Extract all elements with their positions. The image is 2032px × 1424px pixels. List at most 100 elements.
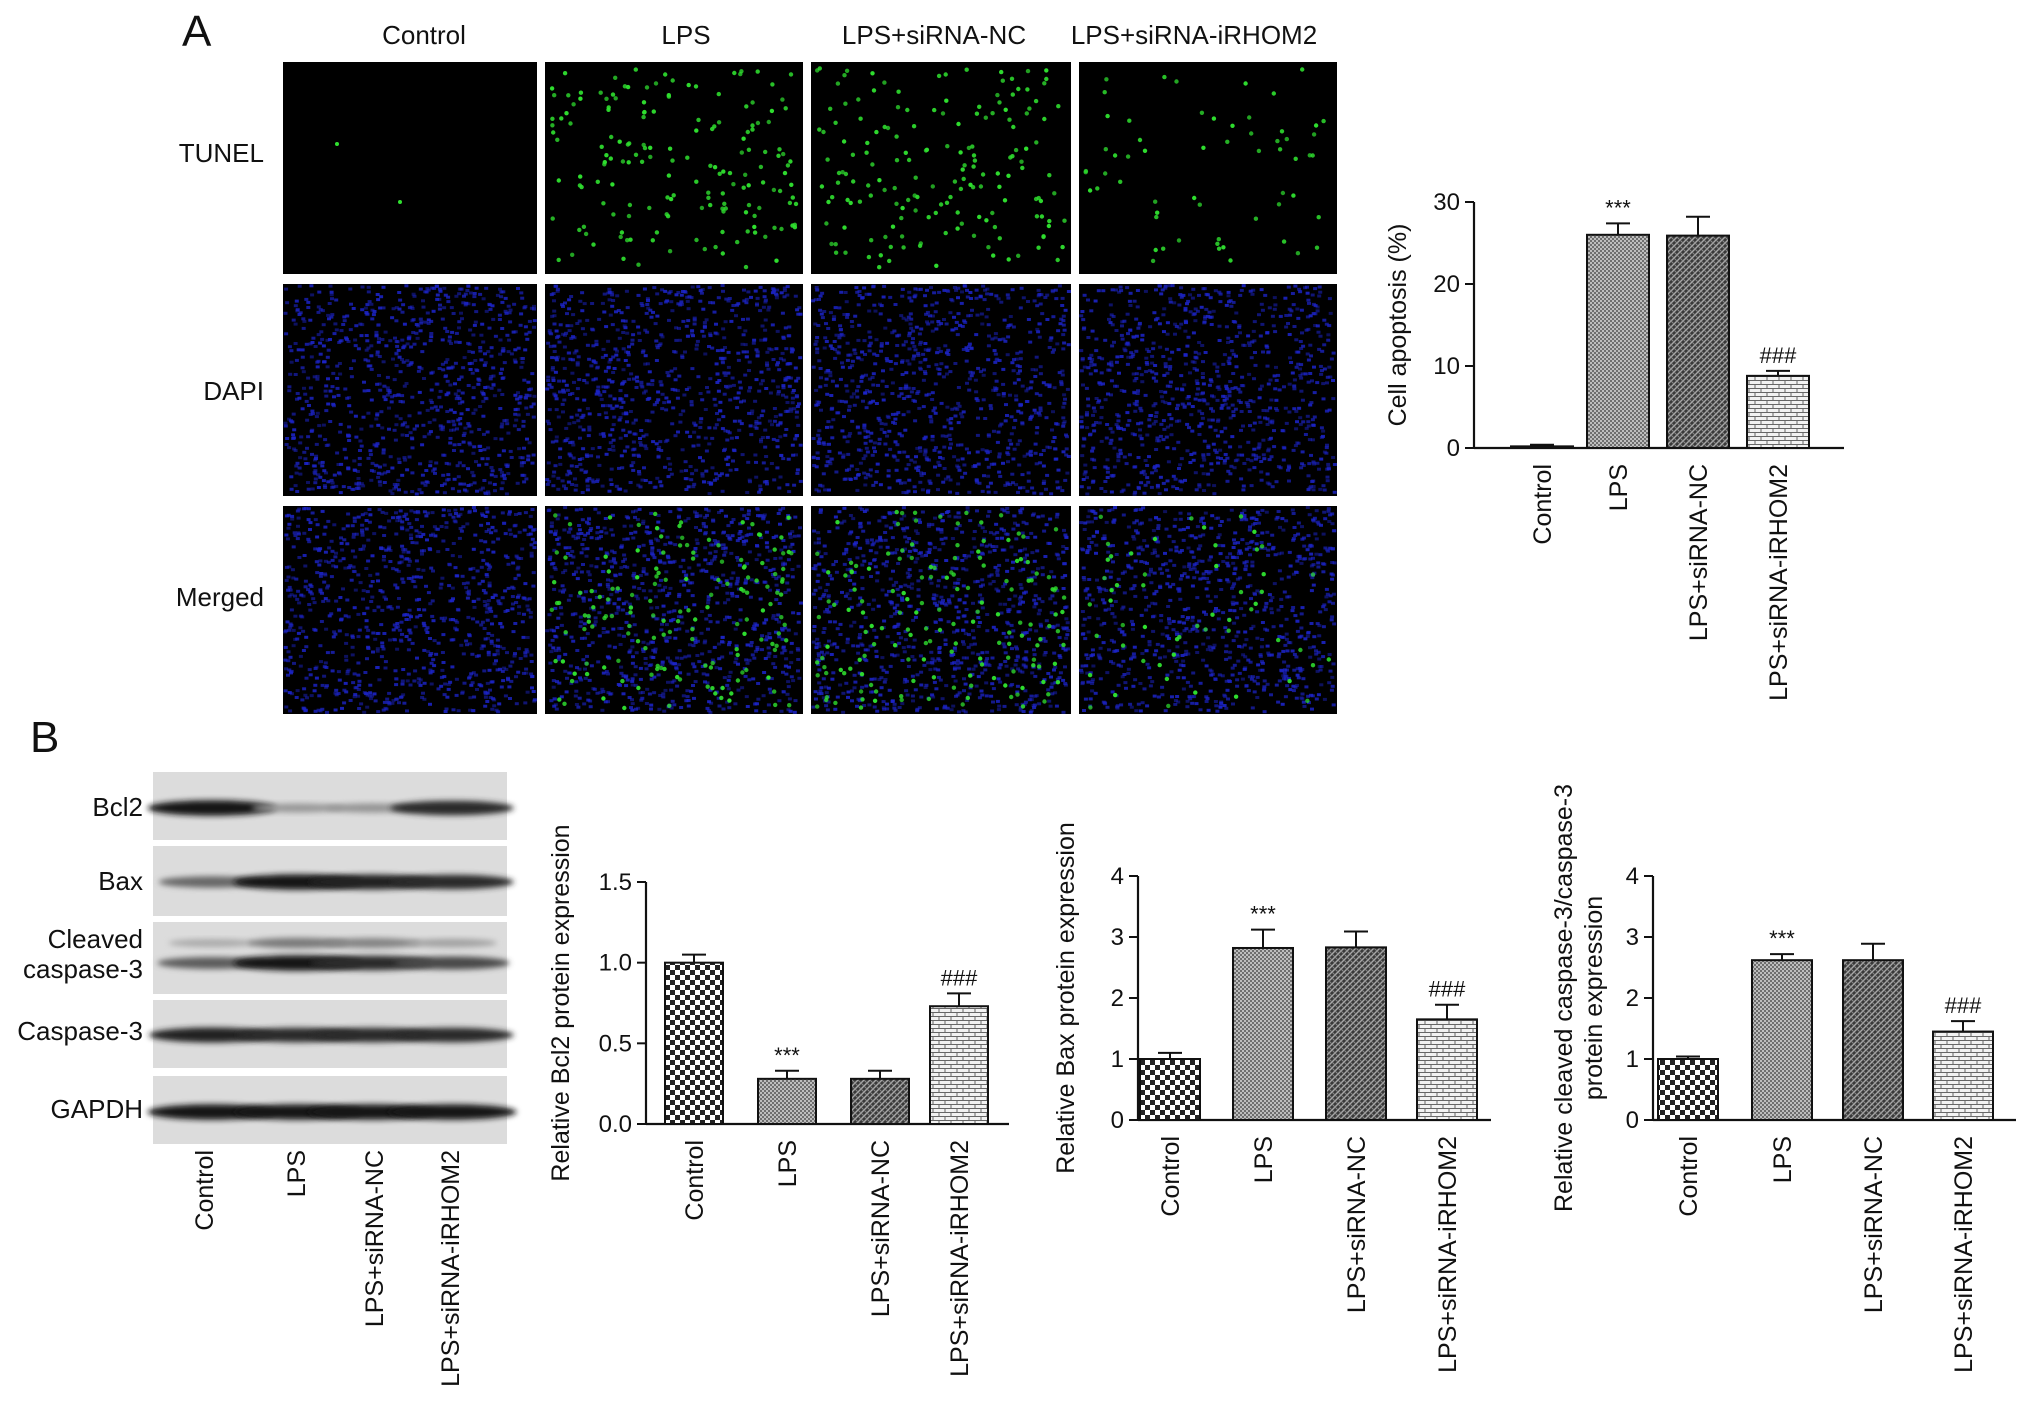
significance-lps: *** [1769,926,1795,951]
y-tick-label: 20 [1433,271,1460,298]
chart-bax: 0 1 2 3 4 Relative Bax protein expression Cont… [1052,822,1491,1373]
wb-lane-labels: Control LPS LPS+siRNA-NC LPS+siRNA-iRHOM… [191,1150,465,1387]
micro-image-merged-lps-sirna-irhom2 [1079,506,1337,714]
wb-label-caspase-3: Caspase-3 [17,1016,143,1046]
y-tick-label: 0.0 [599,1111,632,1138]
wb-band-caspase-3-lane-1 [148,1027,276,1043]
bar-control [664,961,724,1126]
x-tick-label-lps: LPS [1605,464,1633,511]
wb-strip-bax [153,846,514,916]
panel-label-b: B [30,713,59,762]
significance-lps-sirna-irhom2: ### [1760,343,1797,368]
wb-band-bcl2-lane-1 [147,800,277,816]
wb-band-cleaved-caspase-3-lane-2 [247,937,349,949]
wb-band-cleaved-caspase-3-lane-1 [168,939,256,947]
x-tick-label-lps: LPS [774,1140,802,1187]
micro-image-dapi-control [283,284,537,496]
wb-strip-gapdh [147,1076,517,1144]
wb-strip-cleaved-caspase-3 [153,922,510,994]
y-tick-label: 3 [1111,924,1124,951]
micro-row-merged: Merged [176,582,264,612]
y-tick-label: 1.0 [599,950,632,977]
y-tick-label: 0.5 [599,1030,632,1057]
micro-col-lps: LPS [661,20,710,50]
micro-image-tunel-lps [545,62,803,274]
bar-lps [1232,946,1294,1121]
bar-lps [1751,959,1813,1121]
bar-lps-sirna-nc [1666,234,1730,449]
wb-band-cleaved-caspase-3-lane-4 [394,956,510,970]
x-tick-label-lps-sirna-nc: LPS+siRNA-NC [1343,1136,1371,1313]
y-tick-label: 1 [1111,1046,1124,1073]
wb-label-bcl2: Bcl2 [92,792,143,822]
y-tick-label: 4 [1626,863,1639,890]
wb-band-bcl2-lane-2 [251,803,345,813]
bar-control [1510,445,1574,449]
significance-lps-sirna-irhom2: ### [1945,993,1982,1018]
y-tick-label: 0 [1111,1107,1124,1134]
bar-lps-sirna-irhom2 [1416,1018,1478,1121]
x-tick-label-lps: LPS [1769,1136,1797,1183]
x-tick-label-lps: LPS [1250,1136,1278,1183]
y-axis-label: Relative Bcl2 protein expression [547,824,575,1181]
bar-lps-sirna-irhom2 [929,1005,989,1126]
western-blot: Bcl2 Bax Cleaved caspase-3 Caspase-3 GAPD… [17,772,517,1387]
micro-image-merged-control [283,506,537,714]
significance-lps: *** [774,1043,800,1068]
micro-image-dapi-lps-sirna-irhom2 [1079,284,1337,496]
y-tick-label: 0 [1447,435,1460,462]
wb-band-bax-lane-4 [390,874,514,890]
bar-lps-sirna-irhom2 [1932,1030,1994,1122]
wb-lane-lps: LPS [283,1150,311,1197]
y-tick-label: 1 [1626,1046,1639,1073]
y-tick-label: 2 [1626,985,1639,1012]
significance-lps-sirna-irhom2: ### [941,965,978,990]
wb-label-bax: Bax [98,866,143,896]
x-tick-label-control: Control [1529,464,1557,545]
x-tick-label-lps-sirna-irhom2: LPS+siRNA-iRHOM2 [946,1140,974,1377]
significance-lps: *** [1605,195,1631,220]
x-tick-label-lps-sirna-irhom2: LPS+siRNA-iRHOM2 [1765,464,1793,701]
x-tick-label-control: Control [1675,1136,1703,1217]
micro-image-merged-lps [545,506,803,714]
wb-band-bcl2-lane-4 [390,800,514,816]
x-tick-label-lps-sirna-nc: LPS+siRNA-NC [1685,464,1713,641]
micro-col-control: Control [382,20,466,50]
bar-control [1657,1058,1719,1121]
micro-image-dapi-lps [545,284,803,496]
micro-row-labels: TUNEL DAPI Merged [176,138,264,612]
bar-lps [757,1077,817,1125]
y-tick-label: 30 [1433,189,1460,216]
micro-row-dapi: DAPI [203,376,264,406]
y-tick-label: 10 [1433,353,1460,380]
wb-band-cleaved-caspase-3-lane-4 [407,938,497,948]
y-tick-label: 3 [1626,924,1639,951]
bar-lps-sirna-nc [850,1077,910,1125]
wb-lane-lps-sirna-irhom2: LPS+siRNA-iRHOM2 [437,1150,465,1387]
wb-band-labels: Bcl2 Bax Cleaved caspase-3 Caspase-3 GAPD… [17,792,143,1124]
x-tick-label-control: Control [681,1140,709,1221]
micro-image-tunel-control [283,62,537,274]
micro-image-grid [283,62,1337,714]
y-tick-label: 0 [1626,1107,1639,1134]
bar-lps-sirna-nc [1842,959,1904,1121]
y-tick-label: 4 [1111,863,1124,890]
x-tick-label-lps-sirna-nc: LPS+siRNA-NC [867,1140,895,1317]
micro-column-headers: Control LPS LPS+siRNA-NC LPS+siRNA-iRHOM… [382,20,1317,50]
chart-bcl2: 0.0 0.5 1.0 1.5 Relative Bcl2 protein expres… [547,824,1009,1377]
bar-lps [1586,233,1650,449]
bar-control [1139,1058,1201,1121]
y-axis-label: Relative Bax protein expression [1052,822,1080,1174]
x-tick-label-lps-sirna-nc: LPS+siRNA-NC [1860,1136,1888,1313]
x-tick-label-lps-sirna-irhom2: LPS+siRNA-iRHOM2 [1950,1136,1978,1373]
significance-lps-sirna-irhom2: ### [1429,977,1466,1002]
micro-image-tunel-lps-sirna-nc [811,62,1071,274]
wb-band-cleaved-caspase-3-lane-3 [322,938,422,948]
wb-label-cleaved-caspase-3: Cleaved caspase-3 [23,924,143,984]
x-tick-label-lps-sirna-irhom2: LPS+siRNA-iRHOM2 [1434,1136,1462,1373]
micro-image-merged-lps-sirna-nc [811,506,1071,714]
x-tick-label-control: Control [1157,1136,1185,1217]
significance-lps: *** [1250,902,1276,927]
wb-band-gapdh-lane-4 [387,1104,517,1120]
bar-lps-sirna-nc [1325,946,1387,1121]
